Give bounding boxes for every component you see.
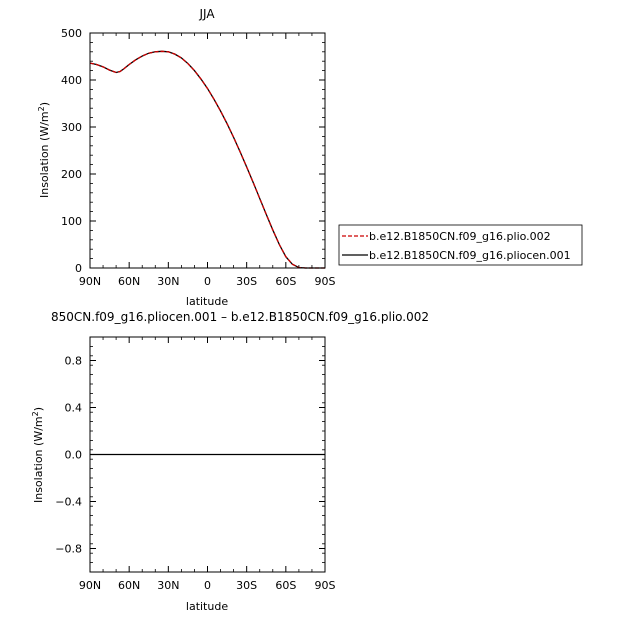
y-tick-label: 500 — [61, 27, 82, 40]
x-tick-label: 0 — [204, 275, 211, 288]
bottom-title: 850CN.f09_g16.pliocen.001 – b.e12.B1850C… — [51, 310, 429, 324]
y-tick-label: 0.0 — [65, 449, 83, 462]
x-tick-label: 60N — [118, 275, 140, 288]
x-tick-label: 60S — [275, 275, 296, 288]
top-xlabel: latitude — [186, 295, 228, 308]
series-line-0-0 — [89, 50, 325, 269]
x-tick-label: 90N — [79, 579, 101, 592]
legend-label-pliocen: b.e12.B1850CN.f09_g16.pliocen.001 — [369, 249, 571, 262]
x-tick-label: 30N — [157, 579, 179, 592]
y-tick-label: −0.4 — [55, 496, 82, 509]
bottom-ticks: 90N 60N 30N 0 30S 60S 90S −0.8 −0.4 0.0 0.4 0.8 — [55, 336, 336, 592]
x-tick-label: 90S — [315, 579, 336, 592]
x-tick-label: 30S — [236, 579, 257, 592]
x-tick-label: 30S — [236, 275, 257, 288]
x-tick-label: 90N — [79, 275, 101, 288]
y-tick-label: 100 — [61, 215, 82, 228]
y-tick-label: 0.8 — [65, 355, 83, 368]
y-tick-label: 200 — [61, 168, 82, 181]
top-series — [89, 50, 325, 269]
y-tick-label: 0 — [75, 262, 82, 275]
x-tick-label: 0 — [204, 579, 211, 592]
x-tick-label: 90S — [315, 275, 336, 288]
series-line-0-1 — [89, 50, 325, 269]
bottom-ylabel: Insolation (W/m2) — [31, 407, 45, 503]
y-tick-label: −0.8 — [55, 543, 82, 556]
bottom-panel: 850CN.f09_g16.pliocen.001 – b.e12.B1850C… — [31, 310, 429, 613]
legend-label-plio: b.e12.B1850CN.f09_g16.plio.002 — [369, 230, 551, 243]
top-panel: JJA 90N 60N 30N 0 30S 60S 90S0100200300400500 … — [37, 7, 336, 308]
y-tick-label: 400 — [61, 74, 82, 87]
legend: b.e12.B1850CN.f09_g16.plio.002 b.e12.B18… — [338, 224, 583, 266]
x-tick-label: 60N — [118, 579, 140, 592]
top-ticks: 90N 60N 30N 0 30S 60S 90S 0 100 200 300 400 500 — [61, 27, 336, 288]
y-tick-label: 300 — [61, 121, 82, 134]
y-tick-label: 0.4 — [65, 402, 83, 415]
legend-box — [338, 224, 583, 266]
top-title: JJA — [198, 7, 215, 21]
bottom-xlabel: latitude — [186, 600, 228, 613]
top-ylabel: Insolation (W/m2) — [37, 102, 51, 198]
x-tick-label: 30N — [157, 275, 179, 288]
x-tick-label: 60S — [275, 579, 296, 592]
